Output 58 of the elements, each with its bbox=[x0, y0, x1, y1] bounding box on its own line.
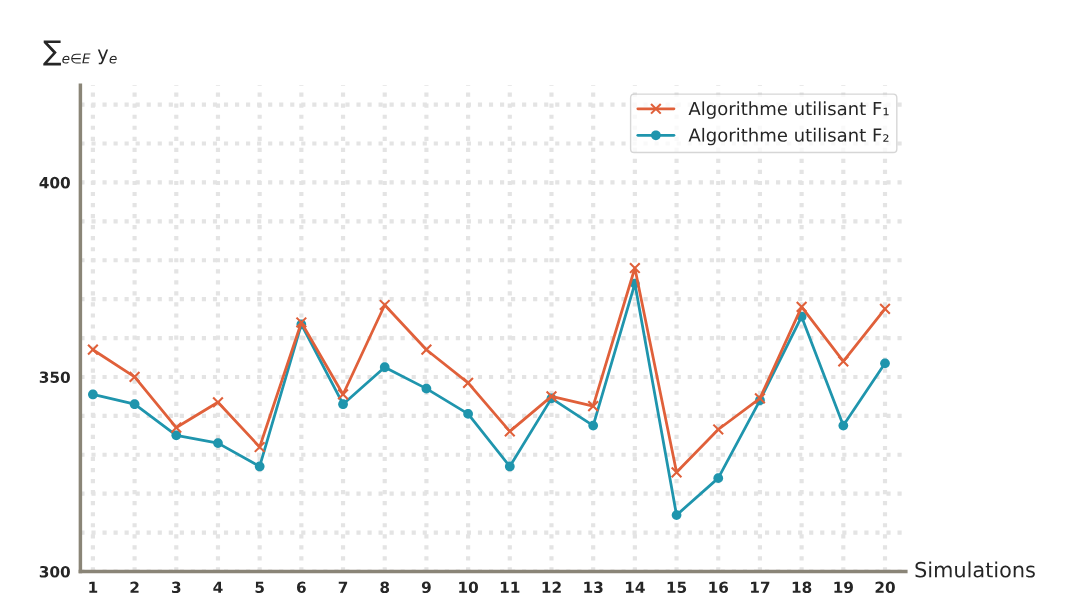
x-tick-label: 12 bbox=[542, 581, 561, 593]
point bbox=[212, 396, 224, 409]
point bbox=[628, 262, 641, 274]
x-tick-label: 8 bbox=[380, 581, 390, 594]
x-tick-label: 16 bbox=[709, 581, 729, 594]
point bbox=[421, 383, 432, 394]
x-tick-label: 17 bbox=[751, 581, 770, 593]
point bbox=[670, 466, 683, 479]
legend-label: Algorithme utilisant F₂ bbox=[688, 127, 889, 146]
point bbox=[838, 420, 849, 431]
x-tick-label: 6 bbox=[296, 581, 306, 594]
y-tick-label: 300 bbox=[39, 565, 70, 578]
x-tick-label: 13 bbox=[584, 581, 603, 594]
point bbox=[880, 358, 890, 369]
point bbox=[671, 510, 682, 520]
point bbox=[171, 430, 182, 441]
x-tick-label: 4 bbox=[213, 581, 223, 593]
point bbox=[588, 420, 599, 431]
x-tick-label: 7 bbox=[338, 581, 348, 593]
x-tick-label: 1 bbox=[89, 581, 98, 593]
x-axis-title: Simulations bbox=[915, 561, 1035, 578]
point bbox=[337, 388, 349, 401]
point bbox=[713, 473, 724, 483]
x-tick-label: 3 bbox=[171, 581, 181, 594]
point bbox=[795, 301, 808, 313]
point bbox=[463, 409, 473, 419]
x-tick-label: 20 bbox=[875, 581, 895, 594]
x-tick-label: 9 bbox=[421, 581, 431, 594]
point bbox=[170, 421, 183, 434]
point bbox=[378, 299, 391, 311]
legend-label: Algorithme utilisant F₁ bbox=[688, 101, 889, 119]
x-tick-label: 10 bbox=[459, 581, 479, 594]
point bbox=[87, 343, 99, 356]
point bbox=[420, 343, 433, 356]
point bbox=[504, 461, 515, 472]
y-tick-label: 400 bbox=[39, 176, 70, 189]
point bbox=[879, 302, 891, 315]
point bbox=[712, 423, 725, 436]
x-tick-label: 19 bbox=[834, 581, 853, 594]
point bbox=[462, 376, 475, 389]
point bbox=[503, 425, 516, 438]
point bbox=[587, 400, 600, 413]
y-tick-label: 350 bbox=[39, 371, 70, 383]
x-tick-label: 14 bbox=[625, 581, 645, 593]
point bbox=[213, 438, 223, 448]
point bbox=[88, 389, 98, 400]
point bbox=[253, 441, 266, 453]
x-tick-label: 5 bbox=[255, 581, 264, 594]
point bbox=[254, 461, 265, 472]
point bbox=[338, 399, 348, 410]
x-tick-label: 2 bbox=[130, 581, 139, 593]
x-tick-label: 11 bbox=[500, 581, 520, 593]
x-tick-label: 15 bbox=[667, 581, 687, 594]
x-tick-label: 18 bbox=[792, 581, 812, 594]
point bbox=[129, 399, 140, 410]
point bbox=[128, 371, 141, 383]
point bbox=[379, 362, 390, 373]
y-axis-title: ∑$_{e∈E}$ y$_{e}$ bbox=[43, 40, 117, 66]
